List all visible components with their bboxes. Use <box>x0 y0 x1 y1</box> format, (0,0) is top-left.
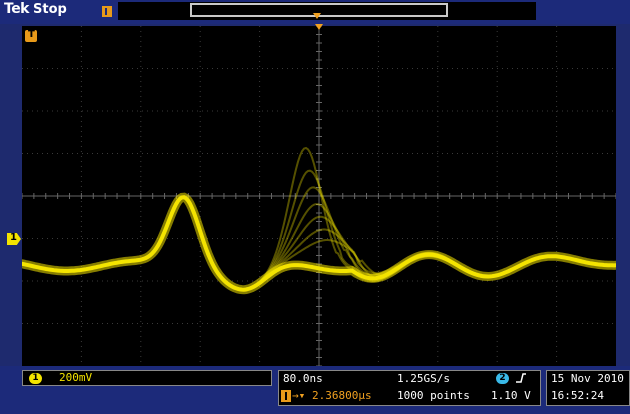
rising-edge-icon <box>515 372 527 387</box>
brand-logo: Tek <box>4 1 30 17</box>
status-bar: Tek Stop <box>0 0 630 24</box>
sample-rate: 1.25GS/s <box>397 372 450 385</box>
ch1-badge: 1 <box>29 373 42 384</box>
trigger-delay-arrow-icon: →▾ <box>292 389 306 402</box>
trigger-level: 1.10 V <box>491 389 531 402</box>
datetime-readout: 15 Nov 2010 16:52:24 <box>546 370 630 406</box>
graticule <box>22 26 616 366</box>
waveform-display <box>22 26 616 366</box>
time-per-div: 80.0ns <box>283 372 323 385</box>
record-length: 1000 points <box>397 389 470 402</box>
ch1-waveform <box>22 195 616 292</box>
trigger-position-icon <box>281 390 291 402</box>
trigger-marker-icon: T <box>25 29 37 42</box>
ch1-scale-readout[interactable]: 1 200mV <box>22 370 272 386</box>
record-trigger-arrow-icon <box>313 13 321 19</box>
date: 15 Nov 2010 <box>551 372 624 385</box>
trigger-position-icon <box>102 6 112 17</box>
trigger-point-arrow-icon <box>315 24 323 30</box>
timebase-readout[interactable]: 80.0ns 1.25GS/s →▾ 2.36800µs 1000 points… <box>278 370 541 406</box>
ch1-scale: 200mV <box>59 371 93 384</box>
trigger-position: 2.36800µs <box>312 389 372 402</box>
time: 16:52:24 <box>551 389 604 402</box>
ch1-ground-marker[interactable]: 1 <box>7 233 21 245</box>
trigger-source-badge: 2 <box>496 373 509 384</box>
acquisition-state: Stop <box>33 2 67 17</box>
